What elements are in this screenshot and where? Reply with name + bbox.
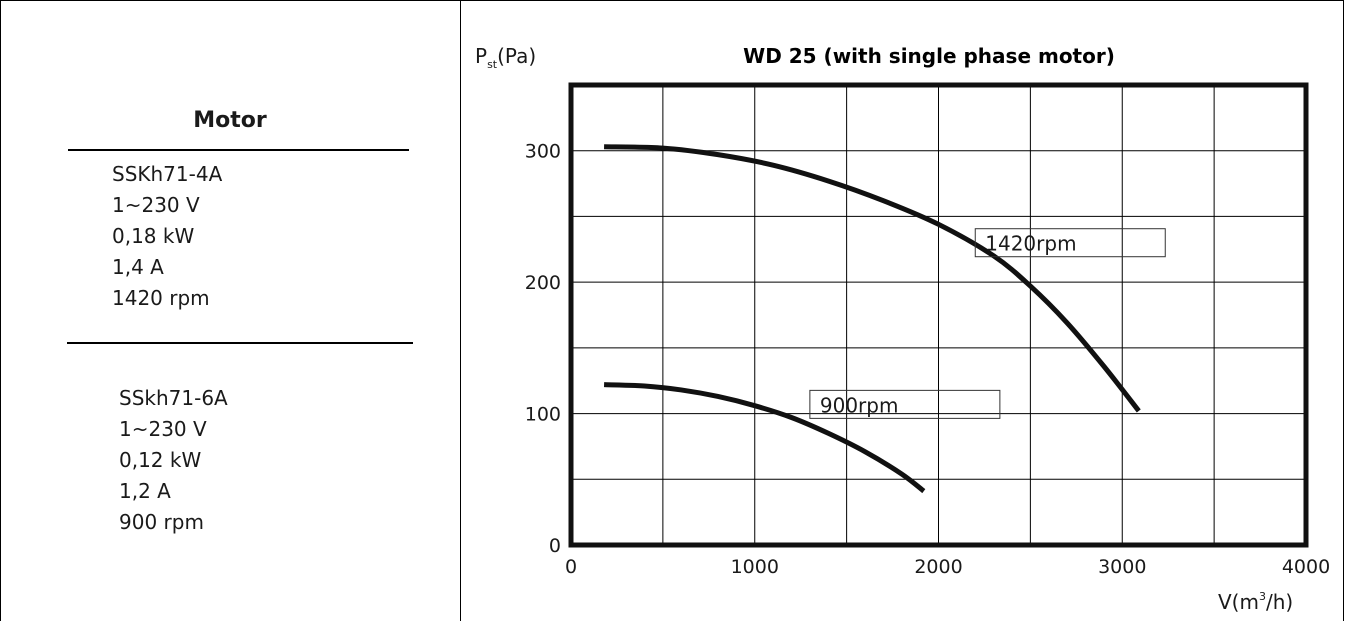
motor-1-voltage: 1~230 V <box>112 193 200 217</box>
y-axis-label: Pst(Pa) <box>475 44 536 71</box>
motor-1-model: SSKh71-4A <box>112 162 223 186</box>
x-tick-label: 3000 <box>1098 556 1146 578</box>
motor-1-speed: 1420 rpm <box>112 286 210 310</box>
chart-title: WD 25 (with single phase motor) <box>743 44 1115 68</box>
curve-label-box <box>809 389 1001 419</box>
x-axis-suffix: /h) <box>1266 590 1293 614</box>
curve-label-box <box>974 228 1166 258</box>
x-axis-superscript: 3 <box>1259 590 1266 603</box>
motor-1-current: 1,4 A <box>112 255 164 279</box>
plot-border <box>568 82 1309 548</box>
motor-divider-top <box>68 149 409 151</box>
curve-1420rpm <box>604 144 1141 413</box>
y-axis-subscript: st <box>487 58 498 71</box>
curve-900rpm <box>603 382 926 494</box>
x-tick-label: 1000 <box>731 556 779 578</box>
motor-2-power: 0,12 kW <box>119 448 202 472</box>
motor-divider-middle <box>67 342 413 344</box>
curve-labels: 1420rpm 900rpm <box>809 228 1166 419</box>
plot-frame <box>568 82 1309 548</box>
motor-1-power: 0,18 kW <box>112 224 195 248</box>
motor-spec-1: SSKh71-4A 1~230 V 0,18 kW 1,4 A 1420 rpm <box>112 159 222 314</box>
y-tick-label: 0 <box>549 535 561 557</box>
x-tick-label: 0 <box>565 556 577 578</box>
y-tick-label: 100 <box>525 404 561 426</box>
curve-label-1420rpm: 1420rpm <box>985 232 1076 256</box>
y-tick-label: 200 <box>525 272 561 294</box>
motor-2-current: 1,2 A <box>119 479 171 503</box>
y-axis-unit: (Pa) <box>497 44 536 68</box>
curve-label-900rpm: 900rpm <box>820 393 899 417</box>
motor-2-voltage: 1~230 V <box>119 417 207 441</box>
curves <box>603 144 1141 494</box>
x-tick-label: 4000 <box>1282 556 1330 578</box>
y-axis-symbol: P <box>475 44 487 68</box>
frame-left <box>0 0 1 621</box>
tick-labels: 0 1000 2000 3000 4000 0 100 200 300 <box>525 141 1330 578</box>
grid-lines <box>571 85 1306 545</box>
motor-2-model: SSkh71-6A <box>119 386 228 410</box>
x-axis-label: V(m3/h) <box>1218 590 1293 614</box>
y-tick-label: 300 <box>525 141 561 163</box>
motor-heading: Motor <box>193 108 267 133</box>
motor-spec-2: SSkh71-6A 1~230 V 0,12 kW 1,2 A 900 rpm <box>119 383 228 538</box>
x-axis-prefix: V(m <box>1218 590 1259 614</box>
frame-right <box>1343 0 1344 621</box>
x-tick-label: 2000 <box>914 556 962 578</box>
motor-2-speed: 900 rpm <box>119 510 204 534</box>
column-divider <box>460 0 461 621</box>
